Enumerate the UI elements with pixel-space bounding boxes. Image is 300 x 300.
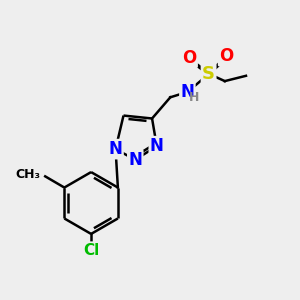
Text: N: N [181,83,194,101]
Text: N: N [109,140,122,158]
Text: H: H [189,91,199,104]
Text: Cl: Cl [83,243,99,258]
Text: CH₃: CH₃ [15,168,40,182]
Text: N: N [128,151,142,169]
Text: S: S [202,65,215,83]
Text: O: O [219,47,233,65]
Text: N: N [150,137,164,155]
Text: O: O [182,49,197,67]
